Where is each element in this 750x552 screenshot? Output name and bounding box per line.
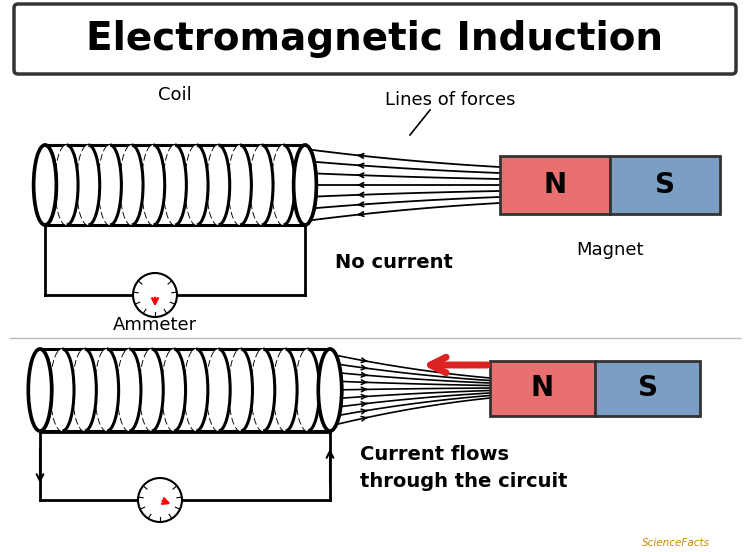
Ellipse shape <box>118 349 141 431</box>
Ellipse shape <box>294 145 316 225</box>
Bar <box>595 360 700 416</box>
Text: Ammeter: Ammeter <box>113 316 197 334</box>
Text: S: S <box>638 374 658 402</box>
Ellipse shape <box>50 349 74 431</box>
Ellipse shape <box>294 145 316 225</box>
Ellipse shape <box>34 145 56 225</box>
Text: N: N <box>544 171 566 199</box>
Ellipse shape <box>28 349 52 431</box>
Ellipse shape <box>207 349 230 431</box>
Ellipse shape <box>56 145 78 225</box>
Ellipse shape <box>99 145 122 225</box>
Text: ScienceFacts: ScienceFacts <box>642 538 710 548</box>
Ellipse shape <box>28 349 52 431</box>
Text: Electromagnetic Induction: Electromagnetic Induction <box>86 20 664 58</box>
Ellipse shape <box>318 349 342 431</box>
Circle shape <box>138 478 182 522</box>
Circle shape <box>133 273 177 317</box>
Ellipse shape <box>274 349 297 431</box>
Ellipse shape <box>251 349 274 431</box>
Ellipse shape <box>140 349 164 431</box>
Ellipse shape <box>34 145 56 225</box>
Ellipse shape <box>251 145 273 225</box>
Ellipse shape <box>229 145 251 225</box>
Text: No current: No current <box>335 253 453 273</box>
Ellipse shape <box>95 349 118 431</box>
Ellipse shape <box>162 349 185 431</box>
Text: Magnet: Magnet <box>576 241 644 259</box>
Ellipse shape <box>184 349 208 431</box>
Text: S: S <box>655 171 675 199</box>
FancyBboxPatch shape <box>14 4 736 74</box>
Ellipse shape <box>272 145 295 225</box>
Text: Coil: Coil <box>158 86 192 104</box>
Ellipse shape <box>142 145 165 225</box>
Ellipse shape <box>229 349 253 431</box>
Text: N: N <box>531 374 554 402</box>
Ellipse shape <box>73 349 96 431</box>
Ellipse shape <box>185 145 208 225</box>
Ellipse shape <box>207 145 230 225</box>
Ellipse shape <box>120 145 143 225</box>
Bar <box>500 156 610 214</box>
Ellipse shape <box>296 349 320 431</box>
Ellipse shape <box>77 145 100 225</box>
Bar <box>490 360 595 416</box>
Text: Current flows
through the circuit: Current flows through the circuit <box>360 445 568 491</box>
Bar <box>610 156 720 214</box>
Text: Lines of forces: Lines of forces <box>385 91 515 109</box>
Ellipse shape <box>318 349 342 431</box>
Ellipse shape <box>164 145 186 225</box>
